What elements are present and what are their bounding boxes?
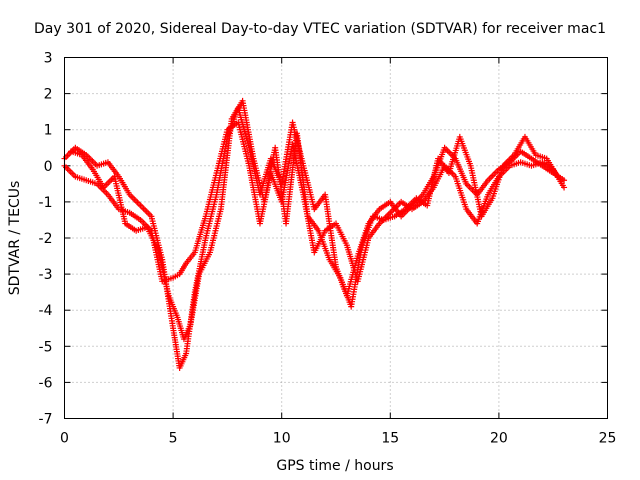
y-tick-label: 2 — [44, 87, 53, 103]
y-axis-ticks: -7 -6 -5 -4 -3 -2 -1 0 1 2 3 — [39, 51, 608, 428]
y-tick-label: 1 — [44, 123, 53, 139]
data-point — [561, 177, 568, 184]
grid — [64, 57, 608, 419]
y-tick-label: -7 — [39, 412, 53, 428]
x-tick-label: 15 — [381, 431, 399, 447]
x-tick-label: 0 — [60, 431, 69, 447]
x-tick-label: 5 — [169, 431, 178, 447]
x-axis-ticks: 0 5 10 15 20 25 — [60, 57, 617, 447]
x-tick-label: 20 — [490, 431, 508, 447]
data-point — [554, 173, 561, 180]
series-track-c — [68, 97, 561, 343]
x-tick-label: 25 — [599, 431, 617, 447]
y-tick-label: -1 — [39, 195, 53, 211]
y-tick-label: -3 — [39, 267, 53, 283]
data-points — [61, 97, 568, 371]
data-point — [561, 184, 568, 191]
x-tick-label: 10 — [273, 431, 291, 447]
y-tick-label: -5 — [39, 339, 53, 355]
y-tick-label: -6 — [39, 375, 53, 391]
y-tick-label: 3 — [44, 51, 53, 67]
y-axis-label: SDTVAR / TECUs — [7, 181, 23, 296]
plot-frame — [64, 57, 608, 419]
x-axis-label: GPS time / hours — [276, 458, 393, 474]
y-tick-label: -2 — [39, 231, 53, 247]
y-tick-label: -4 — [39, 303, 53, 319]
chart-title: Day 301 of 2020, Sidereal Day-to-day VTE… — [34, 21, 606, 37]
y-tick-label: 0 — [44, 159, 53, 175]
